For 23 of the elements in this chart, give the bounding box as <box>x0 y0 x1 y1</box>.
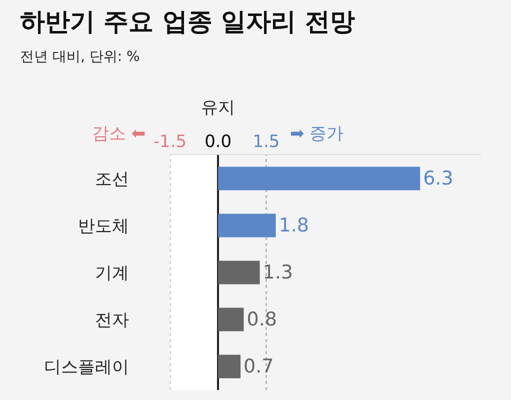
bar <box>218 166 420 190</box>
x-tick-label: 0.0 <box>204 132 232 152</box>
data-label: 0.8 <box>246 308 277 330</box>
y-tick-label: 조선 <box>95 169 129 190</box>
y-tick-label: 기계 <box>95 263 129 284</box>
text: ➡ 증가 <box>290 124 344 144</box>
bar <box>218 354 241 378</box>
bar <box>218 214 276 238</box>
x-tick-label: 1.5 <box>252 132 280 152</box>
chart-subtitle: 전년 대비, 단위: % <box>20 49 140 65</box>
chart-title: 하반기 주요 업종 일자리 전망 <box>20 7 355 36</box>
data-label: 1.3 <box>262 262 293 284</box>
data-label: 0.7 <box>244 356 274 378</box>
text: 감소 ⬅ <box>92 124 146 144</box>
x-tick-label: -1.5 <box>153 132 187 152</box>
data-label: 1.8 <box>278 214 310 236</box>
data-label: 6.3 <box>423 168 454 190</box>
bar <box>218 260 260 284</box>
bar <box>218 308 244 332</box>
text: 유지 <box>201 98 235 118</box>
y-tick-label: 반도체 <box>78 216 129 236</box>
y-tick-label: 전자 <box>95 310 129 330</box>
y-tick-label: 디스플레이 <box>44 357 129 378</box>
